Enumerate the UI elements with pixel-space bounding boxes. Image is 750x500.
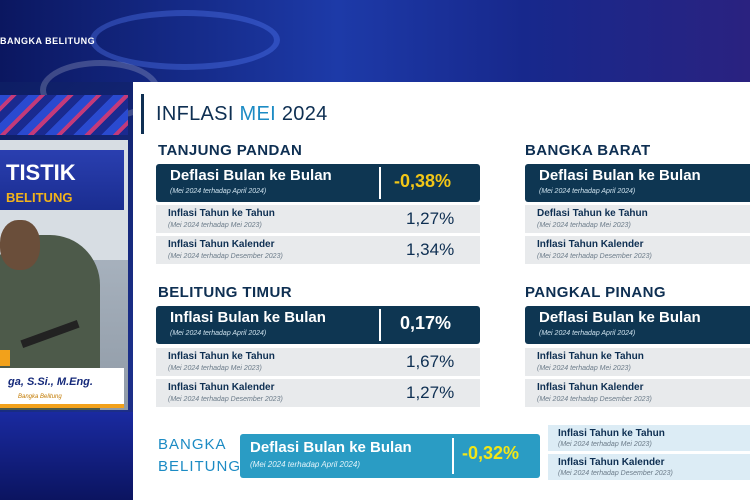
ytd-label: Inflasi Tahun Kalender [537,382,644,393]
ytd-value: 1,27% [406,383,455,402]
mtm-sub: (Mei 2024 terhadap April 2024) [539,330,636,337]
province-mtm-row: Deflasi Bulan ke Bulan (Mei 2024 terhada… [240,434,540,478]
province-yoy-row: Inflasi Tahun ke Tahun (Mei 2024 terhada… [548,425,750,451]
ytd-label: Inflasi Tahun Kalender [558,457,665,468]
ytd-sub: (Mei 2024 terhadap Desember 2023) [537,253,652,260]
presenter-head [0,220,40,270]
banner-line2: BELITUNG [6,190,73,205]
region-title: BELITUNG TIMUR [158,284,292,301]
banner-line1: TISTIK [6,160,76,185]
title-year: 2024 [276,103,328,125]
channel-text: BANGKA BELITUNG [0,36,96,46]
region-title: BANGKA BARAT [525,142,651,159]
accent-bar [0,350,10,366]
title-prefix: INFLASI [156,103,240,125]
mtm-row: Deflasi Bulan ke Bulan (Mei 2024 terhada… [525,306,750,344]
ytd-label: Inflasi Tahun Kalender [537,239,644,250]
mtm-sub: (Mei 2024 terhadap April 2024) [539,188,636,195]
mtm-value: 0,17% [400,313,452,333]
divider [452,438,454,474]
yoy-row: Deflasi Tahun ke Tahun (Mei 2024 terhada… [525,205,750,233]
studio-decoration [90,10,280,70]
yoy-row: Inflasi Tahun ke Tahun (Mei 2024 terhada… [156,205,480,233]
ytd-row: Inflasi Tahun Kalender (Mei 2024 terhada… [156,379,480,407]
studio-decoration [0,412,133,500]
ytd-sub: (Mei 2024 terhadap Desember 2023) [168,253,283,260]
mtm-row: Inflasi Bulan ke Bulan (Mei 2024 terhada… [156,306,480,344]
yoy-row: Inflasi Tahun ke Tahun (Mei 2024 terhada… [156,348,480,376]
presenter-banner: TISTIK BELITUNG [0,150,124,210]
province-title: BANGKA BELITUNG [158,434,241,478]
ytd-row: Inflasi Tahun Kalender (Mei 2024 terhada… [525,379,750,407]
mtm-sub: (Mei 2024 terhadap April 2024) [250,460,360,469]
yoy-label: Inflasi Tahun ke Tahun [168,208,275,219]
yoy-sub: (Mei 2024 terhadap Mei 2023) [168,222,262,229]
divider [379,309,381,341]
province-line2: BELITUNG [158,458,242,475]
mtm-row: Deflasi Bulan ke Bulan (Mei 2024 terhada… [525,164,750,202]
mtm-label: Deflasi Bulan ke Bulan [539,309,701,326]
yoy-sub: (Mei 2024 terhadap Mei 2023) [537,222,631,229]
province-line1: BANGKA [158,436,227,453]
yoy-row: Inflasi Tahun ke Tahun (Mei 2024 terhada… [525,348,750,376]
presentation-slide: INFLASI MEI 2024 TANJUNG PANDAN Deflasi … [133,82,750,500]
ytd-value: 1,34% [406,240,455,259]
title-month: MEI [239,103,277,125]
presenter-org: Bangka Belitung [18,394,62,400]
studio-decoration [0,95,128,135]
yoy-value: 1,67% [406,352,455,371]
ytd-sub: (Mei 2024 terhadap Desember 2023) [537,396,652,403]
yoy-label: Inflasi Tahun ke Tahun [537,351,644,362]
province-ytd-row: Inflasi Tahun Kalender (Mei 2024 terhada… [548,454,750,480]
ytd-row: Inflasi Tahun Kalender (Mei 2024 terhada… [525,236,750,264]
mtm-label: Deflasi Bulan ke Bulan [539,167,701,184]
mtm-label: Deflasi Bulan ke Bulan [170,167,332,184]
mtm-label: Deflasi Bulan ke Bulan [250,439,412,456]
mtm-sub: (Mei 2024 terhadap April 2024) [170,188,267,195]
ytd-sub: (Mei 2024 terhadap Desember 2023) [168,396,283,403]
presenter-video: TISTIK BELITUNG [0,140,128,410]
mtm-sub: (Mei 2024 terhadap April 2024) [170,330,267,337]
mtm-label: Inflasi Bulan ke Bulan [170,309,326,326]
mtm-value: -0,38% [394,171,452,191]
yoy-sub: (Mei 2024 terhadap Mei 2023) [558,441,652,448]
region-title: PANGKAL PINANG [525,284,666,301]
mtm-value: -0,32% [462,443,520,463]
yoy-sub: (Mei 2024 terhadap Mei 2023) [537,365,631,372]
yoy-sub: (Mei 2024 terhadap Mei 2023) [168,365,262,372]
ytd-row: Inflasi Tahun Kalender (Mei 2024 terhada… [156,236,480,264]
presenter-name-tag: ga, S.Si., M.Eng. Bangka Belitung [0,368,124,408]
ytd-label: Inflasi Tahun Kalender [168,382,275,393]
yoy-label: Deflasi Tahun ke Tahun [537,208,648,219]
presenter-name: ga, S.Si., M.Eng. [8,376,93,388]
slide-title: INFLASI MEI 2024 [141,94,328,134]
ytd-sub: (Mei 2024 terhadap Desember 2023) [558,470,673,477]
yoy-value: 1,27% [406,209,455,228]
yoy-label: Inflasi Tahun ke Tahun [168,351,275,362]
mtm-row: Deflasi Bulan ke Bulan (Mei 2024 terhada… [156,164,480,202]
ytd-label: Inflasi Tahun Kalender [168,239,275,250]
region-title: TANJUNG PANDAN [158,142,303,159]
divider [379,167,381,199]
yoy-label: Inflasi Tahun ke Tahun [558,428,665,439]
